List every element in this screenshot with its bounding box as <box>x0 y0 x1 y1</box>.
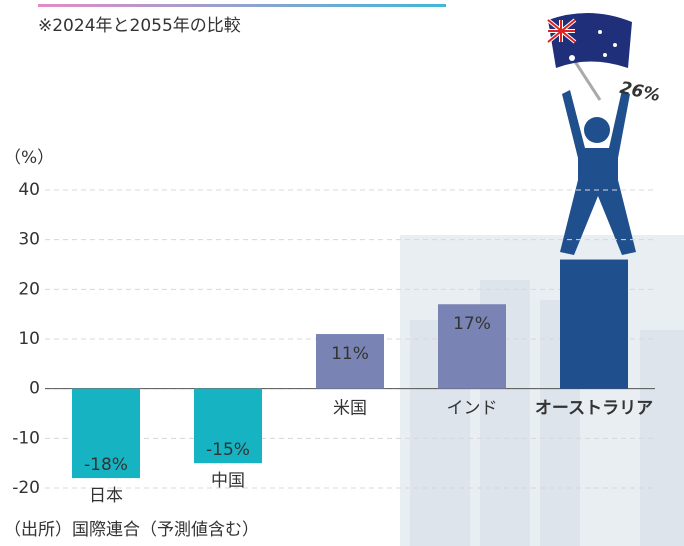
y-tick-label: 30 <box>18 230 40 250</box>
value-label: 11% <box>331 344 369 364</box>
x-tick-label: 米国 <box>333 399 367 419</box>
y-tick-label: 40 <box>18 180 40 200</box>
y-axis-label: （%） <box>4 148 54 168</box>
bar <box>560 259 628 389</box>
source: （出所）国際連合（予測値含む） <box>4 520 259 540</box>
y-tick-label: -10 <box>12 428 40 448</box>
bar <box>72 388 140 479</box>
y-tick-label: -20 <box>12 478 40 498</box>
x-tick-label: オーストラリア <box>535 399 653 419</box>
person-figure <box>560 90 636 255</box>
value-label: -15% <box>206 440 250 460</box>
x-tick-label: 日本 <box>89 486 123 506</box>
subtitle: ※2024年と2055年の比較 <box>38 16 241 36</box>
bar <box>438 304 506 389</box>
y-tick-label: 10 <box>18 329 40 349</box>
x-tick-label: インド <box>447 399 498 419</box>
value-label: 17% <box>453 314 491 334</box>
x-tick-label: 中国 <box>211 471 245 491</box>
value-label: -18% <box>84 455 128 475</box>
y-tick-label: 0 <box>29 379 40 399</box>
y-tick-label: 20 <box>18 279 40 299</box>
bar <box>194 388 262 464</box>
bar <box>316 334 384 389</box>
top-rule <box>38 4 446 7</box>
flag <box>546 12 632 101</box>
